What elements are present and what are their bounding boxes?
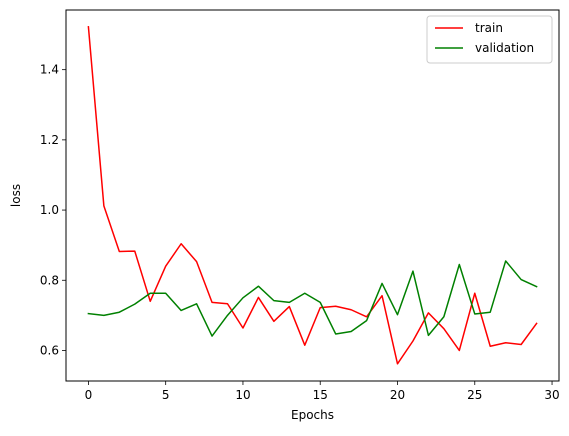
x-tick-label: 0: [85, 388, 93, 402]
x-axis-label: Epochs: [291, 408, 334, 422]
legend-label-validation: validation: [475, 41, 534, 55]
y-tick-label: 1.0: [40, 203, 59, 217]
x-tick-label: 30: [544, 388, 559, 402]
y-tick-label: 0.8: [40, 273, 59, 287]
y-tick-label: 1.4: [40, 63, 59, 77]
legend-label-train: train: [475, 21, 503, 35]
x-axis: 0 5 10 15 20 25 30: [85, 381, 560, 402]
y-tick-label: 0.6: [40, 343, 59, 357]
y-axis: 0.6 0.8 1.0 1.2 1.4: [40, 63, 66, 358]
x-tick-label: 15: [313, 388, 328, 402]
y-axis-label: loss: [9, 184, 23, 207]
x-tick-label: 25: [467, 388, 482, 402]
x-tick-label: 5: [162, 388, 170, 402]
x-tick-label: 10: [235, 388, 250, 402]
y-tick-label: 1.2: [40, 133, 59, 147]
legend: train validation: [427, 16, 552, 63]
x-tick-label: 20: [390, 388, 405, 402]
